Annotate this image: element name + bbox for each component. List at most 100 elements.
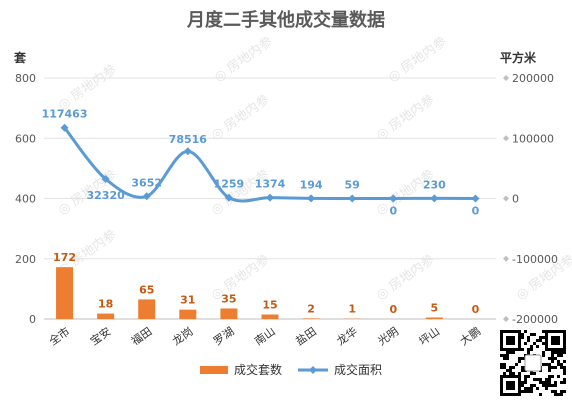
qr-module	[551, 360, 554, 363]
qr-module	[524, 387, 527, 390]
line-point	[101, 175, 110, 184]
bar-label: 1	[348, 303, 356, 316]
line-label: 230	[423, 178, 446, 191]
bar-label: 0	[389, 303, 397, 316]
qr-module	[521, 333, 524, 336]
qr-module	[551, 351, 554, 354]
line-point	[60, 123, 69, 132]
line-label: 0	[389, 205, 397, 218]
qr-module	[527, 375, 530, 378]
qr-module	[539, 378, 542, 381]
category-label: 南山	[252, 325, 277, 348]
qr-module	[530, 390, 533, 393]
qr-module	[503, 357, 506, 360]
legend: 成交套数 成交面积	[200, 362, 382, 377]
bar-label: 18	[98, 298, 113, 311]
qr-module	[563, 369, 566, 372]
qr-module	[551, 390, 554, 393]
qr-module	[557, 375, 560, 378]
qr-module	[563, 366, 566, 369]
qr-module	[560, 393, 563, 396]
qr-module	[545, 387, 548, 390]
line-data-labels: 117463 32320 3652 78516 1259 1374 194 59 0 230 0	[42, 108, 480, 218]
bar-label: 15	[262, 298, 277, 311]
qr-module	[548, 384, 551, 387]
qr-module	[521, 384, 524, 387]
right-tick-marker	[503, 135, 509, 142]
line-point	[471, 194, 480, 203]
qr-module	[563, 378, 566, 381]
line-series	[60, 123, 480, 203]
qr-module	[518, 372, 521, 375]
qr-module	[527, 348, 530, 351]
qr-module	[506, 351, 509, 354]
qr-module	[548, 375, 551, 378]
qr-module	[560, 363, 563, 366]
qr-module	[542, 330, 545, 333]
bar-label: 31	[180, 294, 195, 307]
qr-module	[515, 363, 518, 366]
qr-module	[548, 363, 551, 366]
qr-module	[554, 384, 557, 387]
line-label: 78516	[169, 133, 208, 146]
qr-module	[524, 381, 527, 384]
qr-module	[548, 381, 551, 384]
qr-module	[530, 348, 533, 351]
qr-module	[551, 357, 554, 360]
qr-module	[545, 363, 548, 366]
qr-module	[551, 366, 554, 369]
watermark-text: ◎ 房地内参	[373, 91, 437, 143]
right-tick-marker	[503, 255, 509, 262]
category-label: 盐田	[293, 325, 318, 348]
line-label: 1374	[255, 178, 286, 191]
watermark-text: ◎ 房地内参	[208, 91, 272, 143]
qr-module	[527, 336, 530, 339]
qr-module	[551, 384, 554, 387]
right-axis-unit: 平方米	[500, 50, 537, 65]
qr-module	[521, 336, 524, 339]
qr-module	[560, 381, 563, 384]
watermark-text: ◎ 房地内参	[208, 166, 272, 218]
qr-module	[554, 366, 557, 369]
qr-module	[521, 366, 524, 369]
qr-module	[527, 390, 530, 393]
qr-module	[533, 342, 536, 345]
left-axis-ticks: 0 200 400 600 800	[15, 72, 36, 326]
bar	[97, 313, 115, 319]
qr-module	[527, 339, 530, 342]
qr-module	[539, 336, 542, 339]
qr-module	[536, 345, 539, 348]
line-point	[389, 194, 398, 203]
qr-module	[545, 381, 548, 384]
legend-swatch-bar	[200, 366, 228, 374]
category-label: 宝安	[87, 324, 113, 348]
line-label: 194	[300, 178, 323, 191]
right-tick-marker	[503, 195, 509, 202]
qr-module	[554, 357, 557, 360]
qr-module	[542, 381, 545, 384]
qr-module	[560, 366, 563, 369]
qr-module	[521, 381, 524, 384]
watermark-text: ◎ 房地内参	[373, 166, 437, 218]
qr-module	[554, 381, 557, 384]
right-tick-label: -200000	[512, 313, 558, 326]
qr-module	[512, 372, 515, 375]
qr-module	[530, 345, 533, 348]
qr-module	[542, 336, 545, 339]
qr-module	[563, 390, 566, 393]
line-label: 59	[345, 178, 360, 191]
right-tick-label: 100000	[512, 132, 554, 145]
qr-module	[518, 357, 521, 360]
qr-module	[524, 378, 527, 381]
qr-module	[548, 357, 551, 360]
qr-module	[542, 363, 545, 366]
qr-module	[521, 390, 524, 393]
qr-module	[509, 366, 512, 369]
line-label: 0	[472, 205, 480, 218]
qr-module	[503, 372, 506, 375]
qr-module	[557, 351, 560, 354]
line-label: 32320	[86, 189, 125, 202]
qr-module	[524, 375, 527, 378]
qr-module	[557, 354, 560, 357]
chart-title: 月度二手其他成交量数据	[186, 9, 385, 31]
